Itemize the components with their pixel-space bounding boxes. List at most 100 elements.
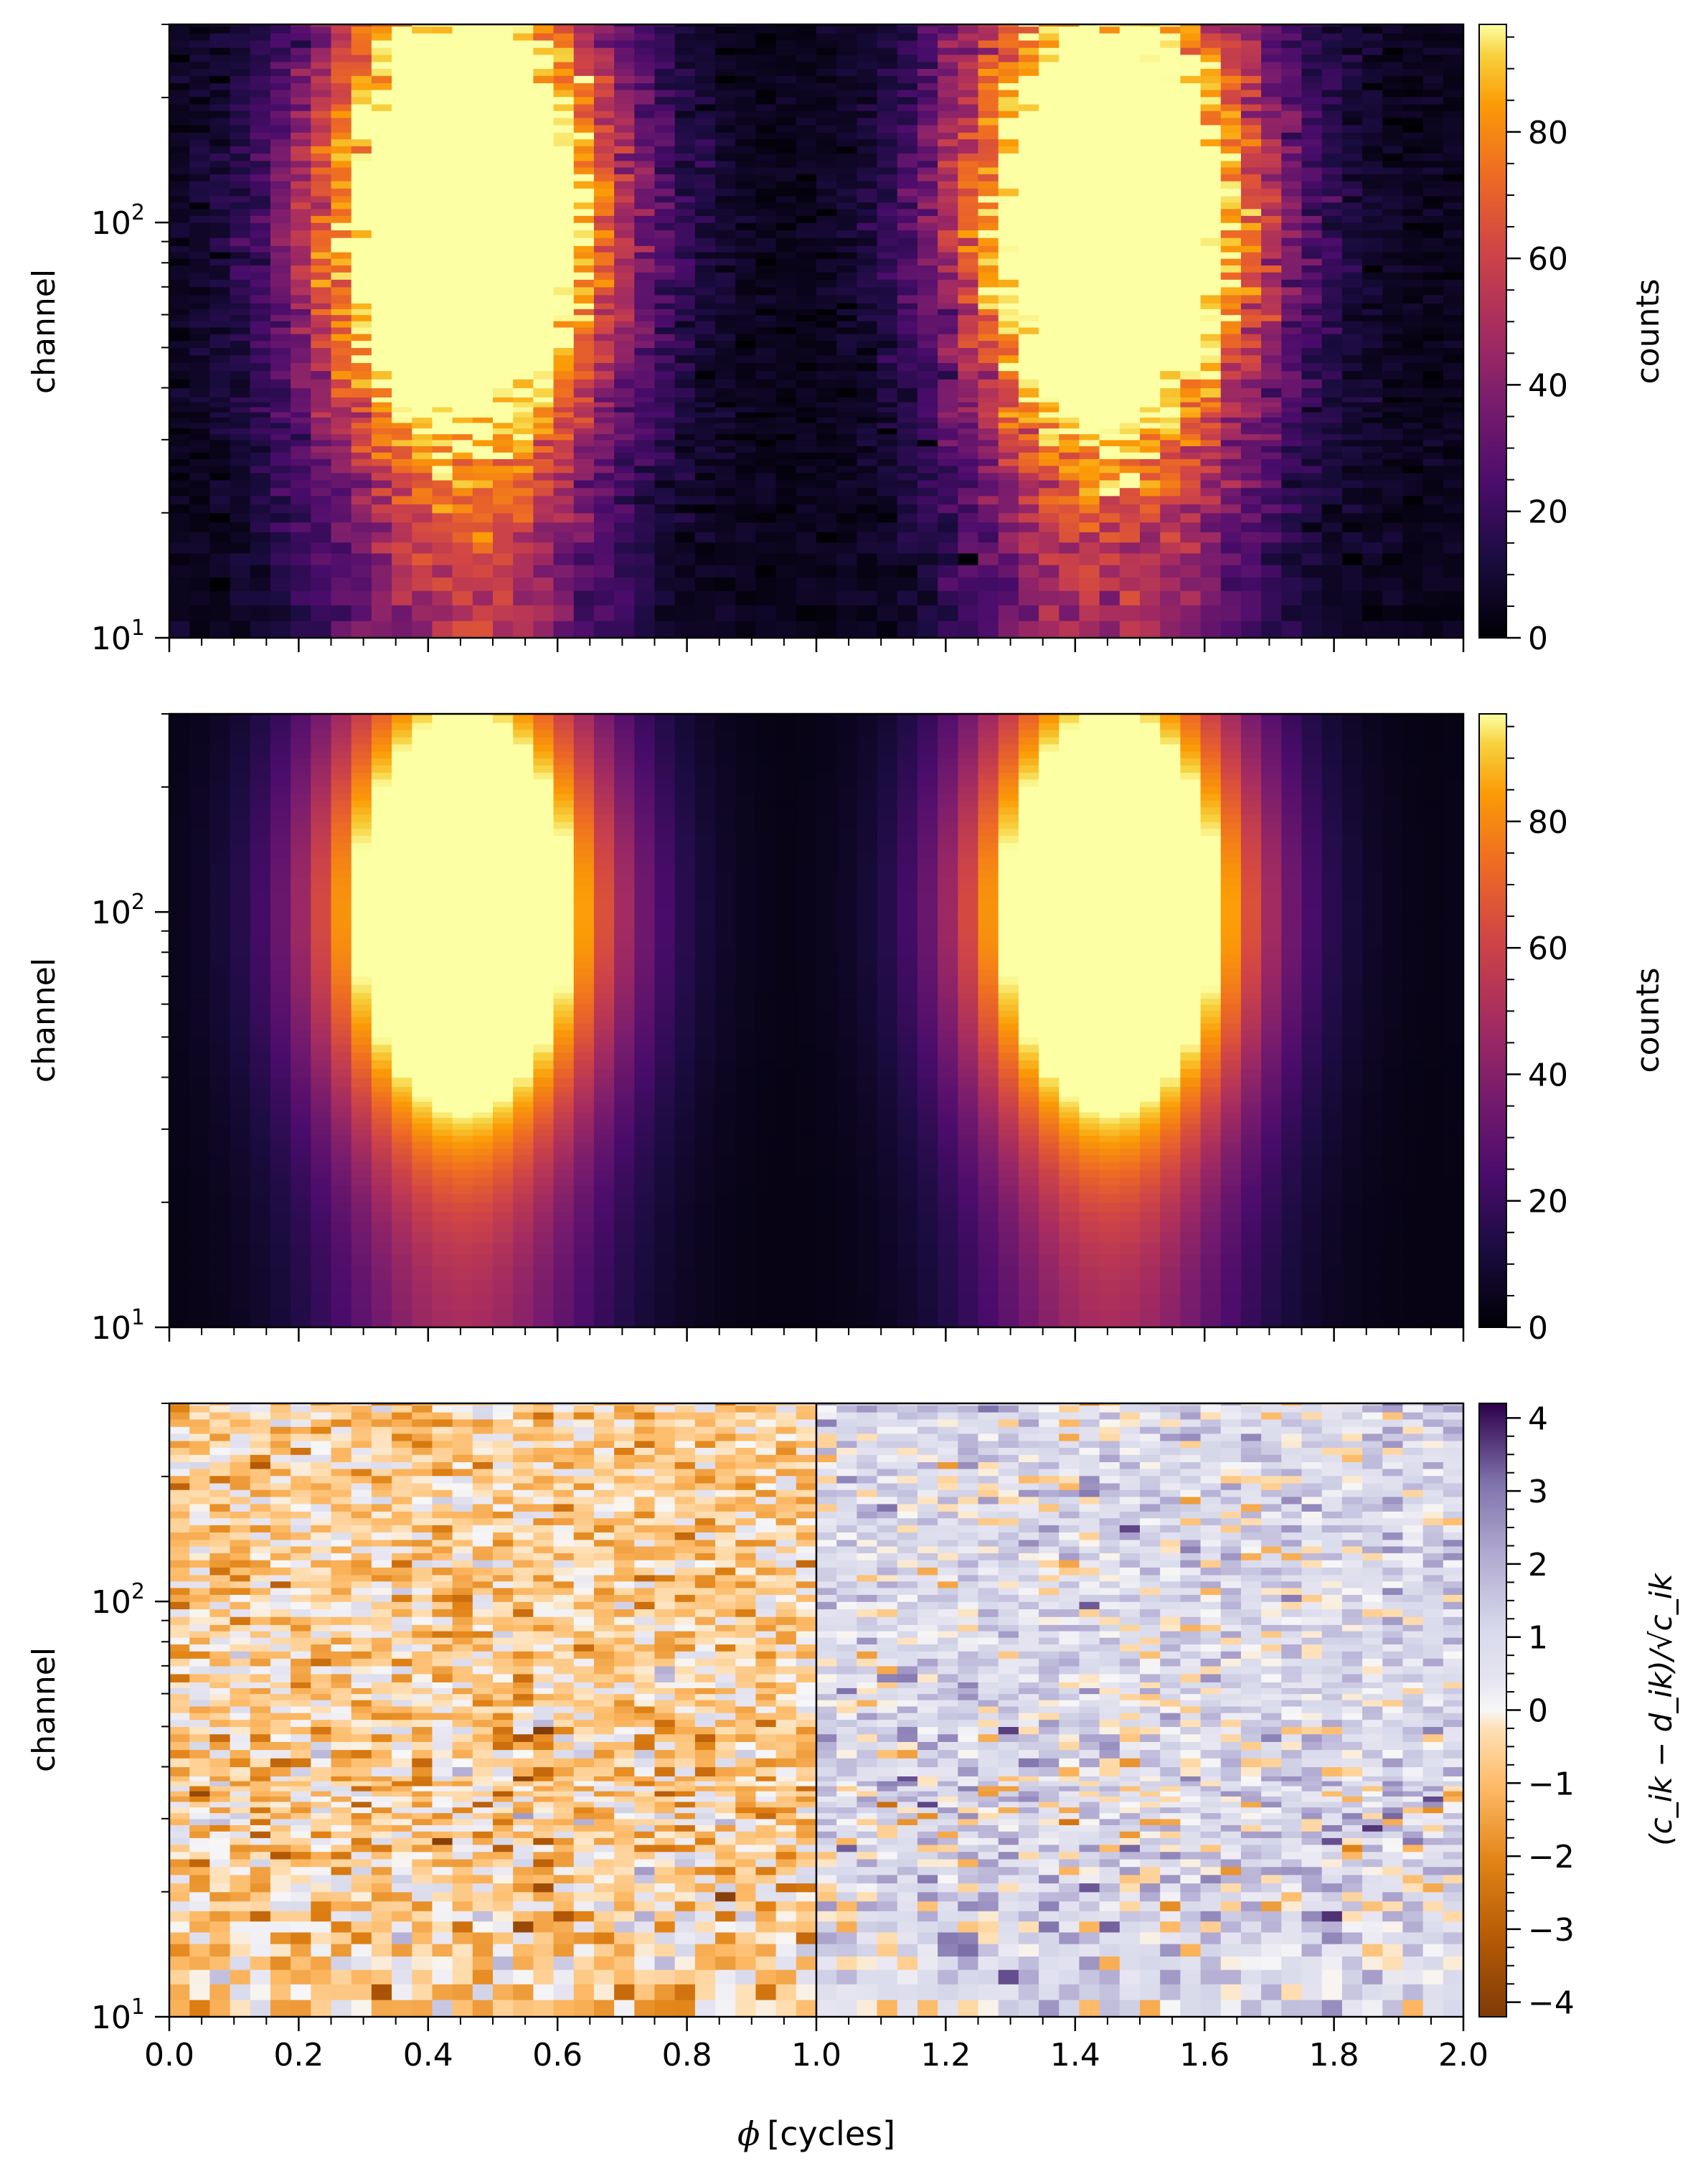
heatmap-cell <box>958 417 979 423</box>
heatmap-cell <box>938 132 958 140</box>
heatmap-cell <box>1321 96 1343 105</box>
heatmap-cell <box>634 89 656 98</box>
heatmap-cell <box>1362 321 1383 328</box>
heatmap-cell <box>1443 326 1464 334</box>
heatmap-cell <box>432 340 453 349</box>
heatmap-cell <box>493 362 514 372</box>
heatmap-cell <box>897 412 918 418</box>
heatmap-cell <box>189 83 210 90</box>
heatmap-cell <box>311 117 332 126</box>
heatmap-cell <box>513 522 534 532</box>
heatmap-cell <box>796 452 817 459</box>
heatmap-cell <box>755 309 777 316</box>
heatmap-cell <box>1362 428 1383 435</box>
heatmap-cell <box>1443 439 1464 446</box>
heatmap-cell <box>634 446 656 453</box>
heatmap-cell <box>1200 439 1222 446</box>
heatmap-cell <box>938 272 958 280</box>
heatmap-cell <box>189 117 210 126</box>
heatmap-cell <box>311 166 332 174</box>
heatmap-cell <box>1240 188 1262 197</box>
heatmap-cell <box>1119 208 1141 216</box>
heatmap-cell <box>1220 347 1242 356</box>
heatmap-cell <box>796 590 817 606</box>
heatmap-cell <box>998 452 1019 459</box>
heatmap-cell <box>1362 166 1383 174</box>
heatmap-cell <box>1443 258 1464 266</box>
heatmap-cell <box>958 124 979 133</box>
heatmap-cell <box>1422 334 1444 342</box>
heatmap-cell <box>1402 565 1424 578</box>
heatmap-cell <box>614 370 635 380</box>
heatmap-cell <box>897 605 918 621</box>
heatmap-cell <box>331 160 352 168</box>
heatmap-cell <box>1220 124 1242 133</box>
heatmap-cell <box>958 495 979 505</box>
heatmap-cell <box>392 542 412 554</box>
heatmap-cell <box>674 309 696 316</box>
heatmap-cell <box>1341 542 1363 554</box>
heatmap-cell <box>169 47 190 55</box>
heatmap-cell <box>1422 340 1444 349</box>
heatmap-cell <box>715 439 736 446</box>
heatmap-cell <box>230 347 251 356</box>
heatmap-cell <box>1281 458 1303 466</box>
heatmap-cell <box>1099 326 1120 334</box>
heatmap-cell <box>573 354 595 363</box>
heatmap-cell <box>1079 379 1100 389</box>
heatmap-cell <box>1160 222 1181 231</box>
heatmap-cell <box>1301 565 1323 578</box>
heatmap-cell <box>735 117 757 126</box>
heatmap-cell <box>1321 230 1343 238</box>
heatmap-cell <box>331 146 352 154</box>
heatmap-cell <box>371 166 392 174</box>
heatmap-cell <box>169 89 190 98</box>
heatmap-cell <box>796 61 817 69</box>
heatmap-cell <box>796 132 817 140</box>
heatmap-cell <box>1422 321 1444 328</box>
heatmap-cell <box>472 552 494 565</box>
heatmap-cell <box>351 552 372 565</box>
heatmap-cell <box>1200 245 1222 253</box>
heatmap-cell <box>1240 522 1262 532</box>
heatmap-cell <box>1443 272 1464 280</box>
heatmap-cell <box>432 407 453 413</box>
heatmap-cell <box>1341 314 1363 321</box>
heatmap-cell <box>1140 252 1161 259</box>
heatmap-cell <box>1261 117 1282 126</box>
heatmap-cell <box>573 96 595 105</box>
heatmap-cell <box>998 215 1019 223</box>
heatmap-cell <box>1443 314 1464 321</box>
heatmap-cell <box>472 334 494 342</box>
heatmap-cell <box>1140 446 1161 453</box>
heatmap-cell <box>1079 303 1100 309</box>
heatmap-cell <box>533 166 555 174</box>
heatmap-cell <box>412 110 433 118</box>
heatmap-cell <box>1119 166 1141 174</box>
heatmap-cell <box>978 407 999 413</box>
heatmap-cell <box>270 89 291 98</box>
heatmap-cell <box>796 458 817 466</box>
heatmap-cell <box>573 412 595 418</box>
heatmap-cell <box>169 552 190 565</box>
heatmap-cell <box>877 428 898 435</box>
heatmap-cell <box>1039 195 1060 203</box>
heatmap-cell <box>1119 174 1141 182</box>
heatmap-cell <box>897 532 918 543</box>
heatmap-cell <box>1402 279 1424 288</box>
heatmap-cell <box>573 428 595 435</box>
heatmap-cell <box>230 68 251 76</box>
heatmap-cell <box>1240 208 1262 216</box>
heatmap-cell <box>978 160 999 168</box>
heatmap-cell <box>331 68 352 76</box>
heatmap-cell <box>311 387 332 397</box>
heatmap-cell <box>654 272 676 280</box>
heatmap-cell <box>654 472 676 481</box>
heatmap-cell <box>250 303 271 309</box>
heatmap-cell <box>1059 208 1080 216</box>
heatmap-cell <box>614 202 635 209</box>
heatmap-cell <box>392 565 412 578</box>
heatmap-cell <box>209 279 231 288</box>
heatmap-cell <box>331 61 352 69</box>
heatmap-cell <box>755 552 777 565</box>
